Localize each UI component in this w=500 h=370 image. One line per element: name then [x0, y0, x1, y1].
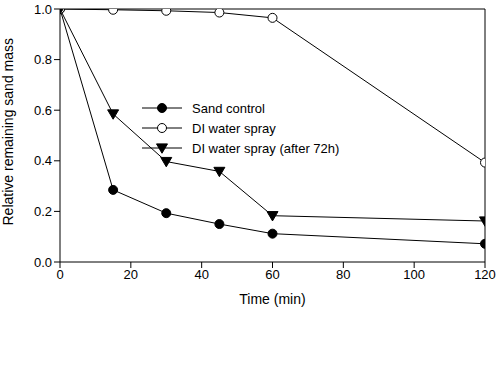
- svg-text:20: 20: [124, 267, 138, 282]
- svg-text:80: 80: [336, 267, 350, 282]
- html-text:Sand control: Sand control: [192, 100, 265, 116]
- svg-text:120: 120: [474, 267, 492, 282]
- svg-text:0.6: 0.6: [34, 103, 52, 118]
- svg-text:Relative remaining sand mass: Relative remaining sand mass: [8, 38, 16, 226]
- html-text:DI water spray: DI water spray: [192, 120, 276, 136]
- svg-text:0.0: 0.0: [34, 255, 52, 270]
- svg-text:100: 100: [403, 267, 425, 282]
- svg-text:Time (min): Time (min): [239, 291, 305, 307]
- svg-text:40: 40: [194, 267, 208, 282]
- svg-text:0.4: 0.4: [34, 153, 52, 168]
- svg-text:1.0: 1.0: [34, 2, 52, 17]
- svg-text:0.2: 0.2: [34, 204, 52, 219]
- svg-text:0.8: 0.8: [34, 52, 52, 67]
- svg-text:0: 0: [56, 267, 63, 282]
- svg-text:60: 60: [265, 267, 279, 282]
- html-text:DI water spray (after 72h): DI water spray (after 72h): [192, 140, 340, 156]
